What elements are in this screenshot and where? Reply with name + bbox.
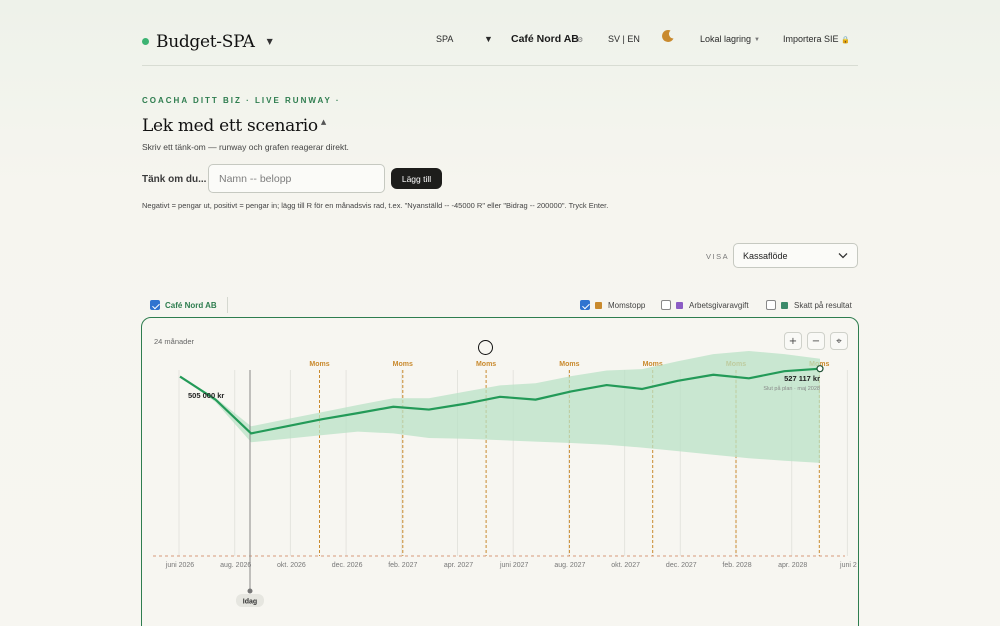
arbetsgivaravgift-swatch (676, 301, 683, 309)
chevron-down-icon[interactable]: ▼ (754, 37, 760, 43)
period-label: 24 månader (154, 337, 195, 346)
mouse-cursor (478, 340, 493, 355)
view-select[interactable]: Kassaflöde (733, 243, 858, 268)
chevron-down-icon: ▼ (266, 37, 273, 46)
moon-icon[interactable] (661, 29, 675, 45)
app-title: Budget-SPA (156, 31, 255, 52)
add-scenario-button[interactable]: Lägg till (391, 168, 442, 189)
brand[interactable]: Budget-SPA ▼ (142, 32, 273, 52)
arbetsgivaravgift-checkbox[interactable] (661, 300, 671, 310)
company-name[interactable]: Café Nord AB (511, 33, 579, 45)
import-label: Importera SIE (783, 34, 839, 44)
lock-icon: 🔒 (841, 37, 850, 44)
eyebrow: COACHA DITT BIZ · LIVE RUNWAY · (142, 96, 341, 105)
momstopp-swatch (595, 301, 602, 309)
reset-view-button[interactable]: ⌖ (830, 332, 848, 350)
view-select-value: Kassaflöde (743, 250, 788, 261)
skatt-label: Skatt på resultat (794, 301, 852, 310)
company-checkbox[interactable] (150, 300, 160, 310)
chevron-up-icon[interactable]: ▲ (320, 118, 326, 127)
divider (227, 297, 228, 313)
view-label: VISA (706, 252, 730, 261)
zoom-out-button[interactable]: − (807, 332, 825, 350)
gear-icon[interactable]: ⚙ (577, 37, 584, 44)
scenario-label: Tänk om du... (142, 174, 207, 185)
arbetsgivaravgift-label: Arbetsgivaravgift (689, 301, 749, 310)
storage-select[interactable]: Lokal lagring (700, 34, 752, 44)
chevron-down-icon[interactable]: ▼ (484, 34, 493, 44)
mode-select[interactable]: SPA (436, 34, 454, 44)
momstopp-checkbox[interactable] (580, 300, 590, 310)
page-title-text: Lek med ett scenario (142, 116, 318, 136)
zoom-in-button[interactable]: + (784, 332, 802, 350)
momstopp-label: Momstopp (608, 301, 646, 310)
skatt-swatch (781, 301, 788, 309)
legend-row: Café Nord AB Momstopp Arbetsgivaravgift … (142, 296, 858, 314)
language-switch[interactable]: SV | EN (608, 34, 640, 44)
scenario-input[interactable] (208, 164, 385, 193)
page-title: Lek med ett scenario ▲ (142, 116, 326, 136)
import-sie-button[interactable]: Importera SIE 🔒 (783, 34, 850, 44)
skatt-checkbox[interactable] (766, 300, 776, 310)
chevron-down-icon (838, 253, 848, 259)
chart-card: 24 månader + − ⌖ (141, 317, 859, 626)
company-legend-label: Café Nord AB (165, 301, 217, 310)
top-bar: Budget-SPA ▼ SPA ▼ Café Nord AB ⚙ SV | E… (142, 18, 858, 66)
status-dot-icon (142, 38, 149, 45)
page-subtitle: Skriv ett tänk-om — runway och grafen re… (142, 142, 349, 152)
scenario-hint: Negativt = pengar ut, positivt = pengar … (142, 201, 609, 210)
